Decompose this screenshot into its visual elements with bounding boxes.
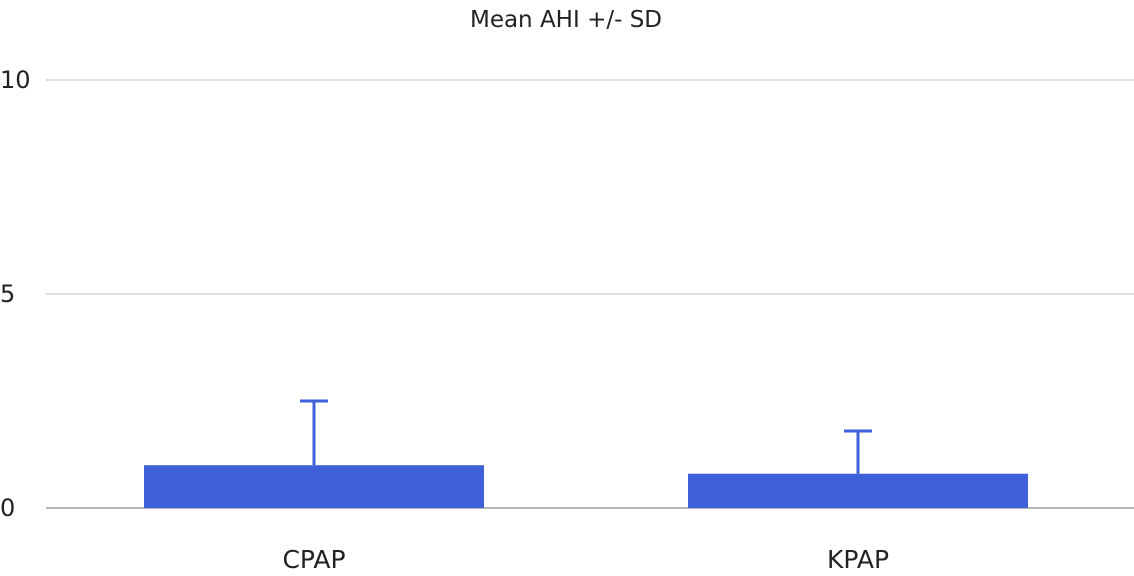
bar-kpap bbox=[688, 473, 1028, 508]
x-category-label: KPAP bbox=[827, 545, 889, 574]
y-tick-label: 10 bbox=[0, 66, 31, 94]
x-category-label: CPAP bbox=[282, 545, 345, 574]
y-tick-label: 0 bbox=[0, 494, 15, 522]
gridlines bbox=[46, 79, 1134, 509]
y-axis-tick-labels: 0 5 10 bbox=[0, 66, 31, 522]
chart-title: Mean AHI +/- SD bbox=[470, 7, 662, 33]
x-axis-category-labels: CPAP KPAP bbox=[282, 545, 889, 574]
y-tick-label: 5 bbox=[0, 280, 15, 308]
error-bars bbox=[300, 399, 872, 474]
bars bbox=[144, 465, 1028, 508]
bar-cpap bbox=[144, 465, 484, 508]
